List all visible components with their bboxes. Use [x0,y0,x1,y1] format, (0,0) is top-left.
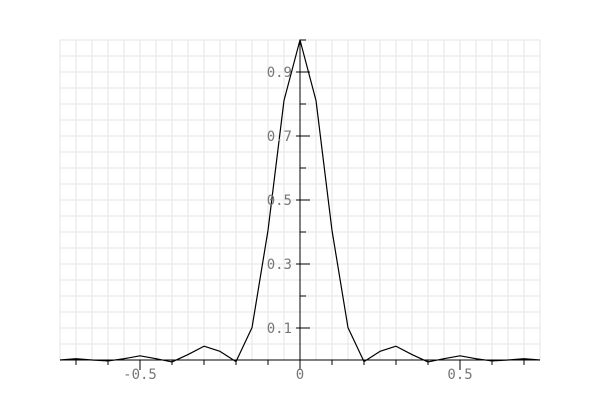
x-tick-label: 0.5 [447,367,472,383]
y-tick-label: 0.3 [267,257,292,273]
y-tick-label: 0.5 [267,193,292,209]
x-tick-label: -0.5 [123,367,157,383]
y-tick-label: 0.9 [267,65,292,81]
y-tick-label: 0.7 [267,129,292,145]
series-group [59,39,541,363]
tick-marks [75,39,525,370]
x-tick-label: 0 [296,367,304,383]
y-tick-label: 0.1 [267,321,292,337]
series-line [59,39,541,363]
tick-labels: -0.5 0 0.5 0.1 0.3 0.5 0.7 0.9 [123,65,473,383]
